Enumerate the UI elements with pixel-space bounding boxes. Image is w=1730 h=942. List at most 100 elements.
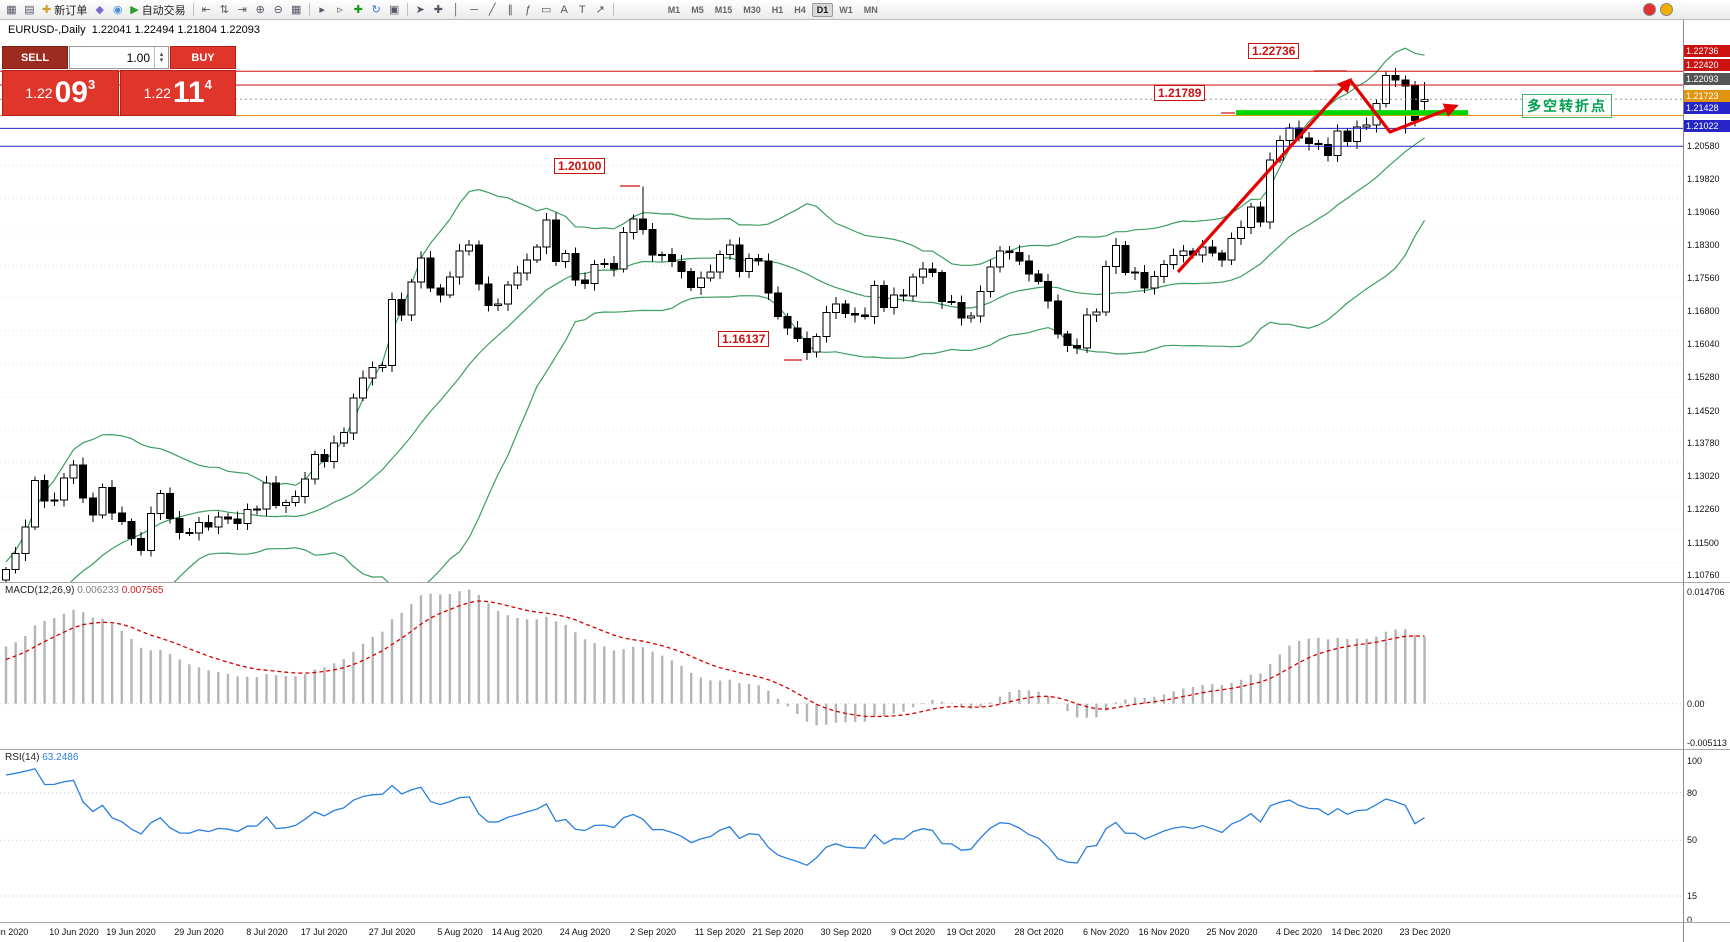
lot-spinner[interactable]: ▴ ▾ [154,47,168,68]
timeframe-h1-button[interactable]: H1 [767,3,789,17]
horizontal-level-lines [0,70,1683,147]
uptrend-arrow [1176,77,1352,274]
horizontal-line-tool-icon: ─ [470,3,479,16]
new-order-button-label: 新订单 [54,4,88,17]
label-tool-icon: T [578,3,586,16]
price-tick-label: 1.14520 [1687,406,1720,416]
time-axis[interactable]: 1 Jun 2020 10 Jun 2020 19 Jun 2020 29 Jun 2… [0,923,1683,942]
rsi-panel[interactable] [0,750,1683,922]
cursor-icon[interactable]: ➤ [412,1,429,18]
text-tool-icon[interactable]: A [556,1,573,18]
zoom-out-icon: ⊖ [273,4,283,16]
label-tool-icon[interactable]: T [574,1,591,18]
new-chart-icon[interactable]: ▦ [3,1,20,18]
alerts-icon[interactable]: ◉ [109,1,126,18]
chart-shift-icon[interactable]: ▹ [332,1,349,18]
lot-up-icon[interactable]: ▴ [159,50,164,58]
lot-down-icon[interactable]: ▾ [159,56,164,64]
macd-panel[interactable] [0,583,1683,749]
new-order-button[interactable]: ✚ 新订单 [39,1,90,18]
buy-price-main: 11 [172,76,205,109]
crosshair-icon[interactable]: ✚ [430,1,447,18]
panel-separator[interactable] [0,922,1730,923]
timeframe-m30-button[interactable]: M30 [738,3,766,17]
channel-tool-icon[interactable]: ∥ [502,1,519,18]
price-tick-label: 1.17560 [1687,273,1720,283]
price-tick-label: 1.11500 [1687,538,1719,548]
turning-point-note[interactable]: 多空转折点 [1522,94,1612,118]
refresh-icon[interactable]: ↻ [368,1,385,18]
horizontal-line-tool-icon[interactable]: ─ [466,1,483,18]
date-label: 27 Jul 2020 [368,927,416,937]
sell-price-button[interactable]: 1.22 09 3 [2,70,119,116]
main-chart[interactable] [0,20,1683,582]
price-level-tag: 1.21428 [1684,102,1730,114]
templates-icon[interactable]: ▣ [386,1,403,18]
grid-icon[interactable]: ▦ [288,1,305,18]
price-tick-label: 1.13020 [1687,471,1720,481]
panel-separator[interactable] [0,749,1730,750]
templates-icon: ▣ [388,4,400,16]
timeframe-w1-button[interactable]: W1 [834,3,858,17]
market-depth-icon[interactable]: ◆ [91,1,108,18]
buy-price-button[interactable]: 1.22 11 4 [119,70,236,116]
cursor-icon: ➤ [415,4,425,16]
date-label: 5 Aug 2020 [437,927,483,937]
new-chart-icon: ▦ [6,4,17,16]
panel-separator[interactable] [0,582,1730,583]
chart-bar-mode-icon[interactable]: ⇤ [198,1,215,18]
date-label: 14 Dec 2020 [1331,927,1383,937]
price-callout-116137[interactable]: 1.16137 [718,331,770,347]
chart-line-mode-icon[interactable]: ⇥ [234,1,251,18]
sell-button[interactable]: SELL [2,46,68,69]
buy-price-prefix: 1.22 [143,85,171,101]
zoom-in-icon[interactable]: ⊕ [252,1,269,18]
date-label: 19 Jun 2020 [106,927,156,937]
price-tick-label: 1.16800 [1687,306,1720,316]
lot-size-value: 1.00 [126,51,150,65]
timeframe-h4-button[interactable]: H4 [789,3,811,17]
timeframe-m5-button[interactable]: M5 [686,3,709,17]
price-tick-label: 1.18300 [1687,240,1720,250]
trendline-tool-icon[interactable]: ╱ [484,1,501,18]
auto-scroll-icon: ▸ [319,4,325,16]
rsi-axis-label: 0 [1687,915,1693,925]
date-label: 28 Oct 2020 [1014,927,1064,937]
autotrading-button[interactable]: ▶ 自动交易 [127,1,188,18]
date-label: 14 Aug 2020 [491,927,543,937]
price-callout-120100[interactable]: 1.20100 [554,158,606,174]
buy-button[interactable]: BUY [170,46,236,69]
news-alert-icon[interactable] [1660,3,1673,16]
arrow-tool-icon[interactable]: ↗ [592,1,609,18]
auto-scroll-icon[interactable]: ▸ [314,1,331,18]
connection-alert-icon[interactable] [1643,3,1656,16]
timeframe-d1-button[interactable]: D1 [811,2,834,17]
date-label: 21 Sep 2020 [752,927,804,937]
zoom-out-icon[interactable]: ⊖ [270,1,287,18]
price-tick-label: 1.20580 [1687,141,1720,151]
chart-profiles-icon[interactable]: ▤ [21,1,38,18]
price-tick-label: 1.19060 [1687,207,1720,217]
date-label: 29 Jun 2020 [174,927,224,937]
price-callout-122736[interactable]: 1.22736 [1248,43,1300,59]
timeframe-m15-button[interactable]: M15 [710,3,738,17]
vertical-line-tool-icon[interactable]: │ [448,1,465,18]
add-indicators-button[interactable]: ✚ [350,1,367,18]
arrow-tool-icon: ↗ [595,4,605,16]
trendline-tool-icon: ╱ [488,4,496,16]
toolbar: ▦ ▤ ✚ 新订单 ◆ ◉ ▶ 自动交易 ⇤ ⇅ ⇥ ⊕ ⊖ ▦ ▸ ▹ ✚ ↻ ▣ ➤ ✚ │ ─ ╱ ∥ ƒ ▭ A T ↗ M1 M5 M… [0,0,1730,20]
fibonacci-tool-icon[interactable]: ƒ [520,1,537,18]
toolbar-separator [612,3,614,16]
chart-candle-mode-icon[interactable]: ⇅ [216,1,233,18]
date-label: 24 Aug 2020 [559,927,611,937]
price-callout-121789[interactable]: 1.21789 [1154,85,1206,101]
rsi-axis-label: 15 [1687,891,1698,901]
price-axis[interactable]: 1.22736 1.22420 1.22093 1.21723 1.21428 1.210… [1684,0,1730,942]
shapes-tool-icon[interactable]: ▭ [538,1,555,18]
timeframe-m1-button[interactable]: M1 [663,3,686,17]
price-gridlines [0,165,1683,564]
macd-signal-line [5,600,1425,718]
lot-size-field[interactable]: 1.00 ▴ ▾ [69,46,169,69]
autotrading-button-label: 自动交易 [141,4,186,17]
timeframe-mn-button[interactable]: MN [859,3,883,17]
